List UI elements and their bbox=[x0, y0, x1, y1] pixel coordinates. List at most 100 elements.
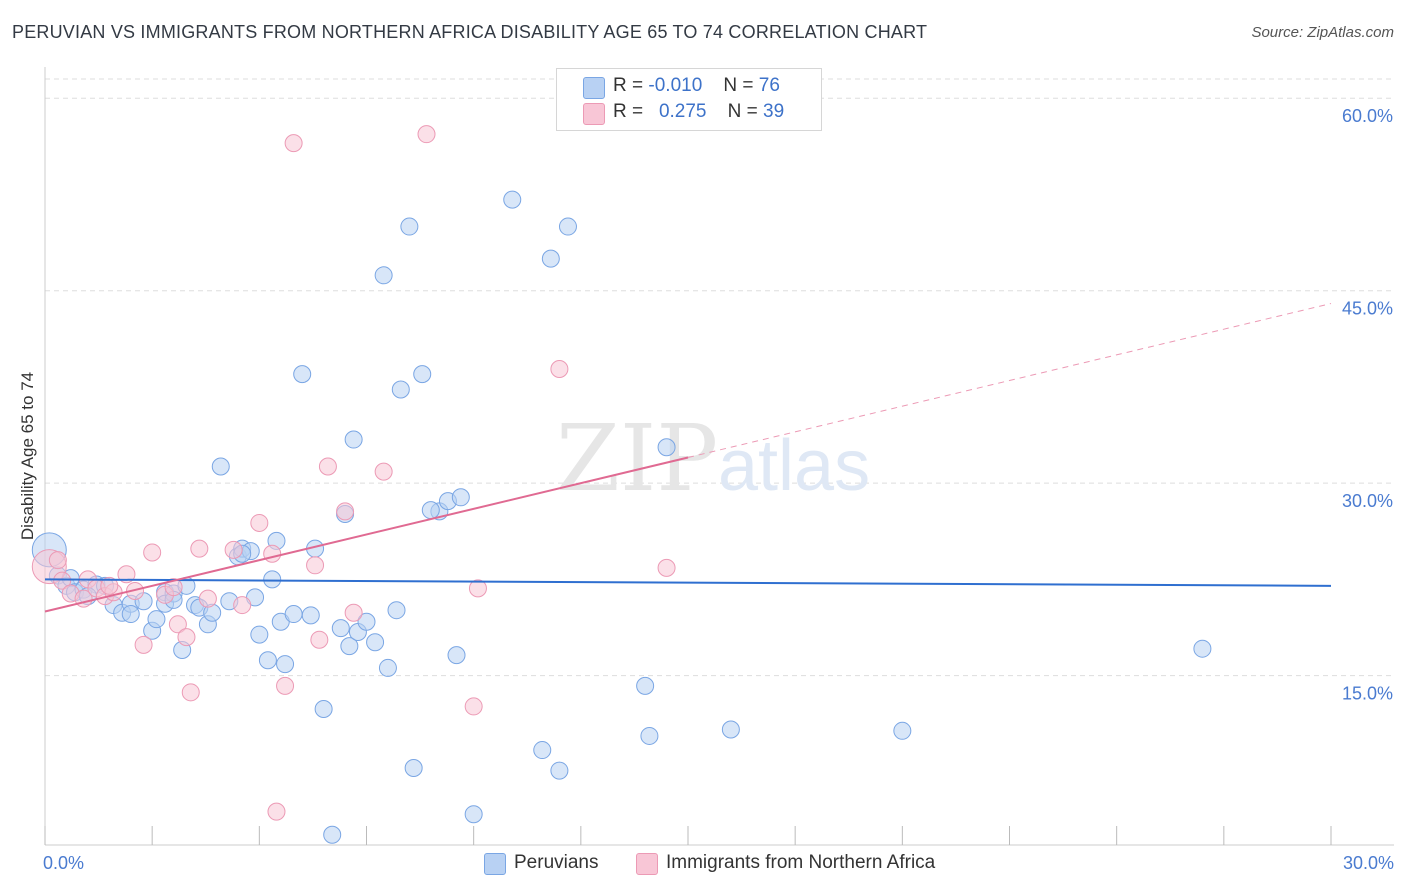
data-point bbox=[550, 761, 569, 780]
n-value: 76 bbox=[758, 75, 780, 96]
data-point bbox=[164, 578, 183, 597]
n-label: N = bbox=[727, 101, 758, 122]
correlation-legend: R = -0.010 N = 76 R = 0.275 N = 39 bbox=[556, 68, 822, 131]
data-point bbox=[331, 619, 350, 638]
series-legend: Peruvians Immigrants from Northern Afric… bbox=[0, 852, 1406, 876]
data-point bbox=[391, 380, 410, 399]
trend-line-peruvians bbox=[44, 578, 1332, 587]
legend-swatch-blue bbox=[583, 77, 605, 99]
trend-line-immigrants-dashed bbox=[687, 303, 1332, 458]
data-point bbox=[550, 359, 569, 378]
y-tick-label: 30.0% bbox=[1342, 491, 1393, 511]
data-point bbox=[421, 501, 440, 520]
legend-text: R = 0.275 N = 39 bbox=[613, 101, 784, 123]
data-point bbox=[143, 543, 162, 562]
data-point bbox=[250, 513, 269, 532]
trend-lines bbox=[44, 303, 1332, 613]
data-point bbox=[336, 502, 355, 521]
data-point bbox=[224, 540, 243, 559]
data-point bbox=[657, 558, 676, 577]
axes bbox=[44, 67, 1394, 846]
x-tick-label: 0.0% bbox=[43, 853, 84, 873]
watermark-atlas: atlas bbox=[718, 426, 870, 506]
legend-label: Peruvians bbox=[514, 852, 599, 873]
data-point bbox=[558, 217, 577, 236]
legend-text: R = -0.010 N = 76 bbox=[613, 75, 780, 97]
data-point bbox=[464, 805, 483, 824]
data-point bbox=[190, 539, 209, 558]
data-point bbox=[314, 699, 333, 718]
watermark-zip: ZIP bbox=[556, 405, 718, 512]
data-point bbox=[301, 606, 320, 625]
data-point bbox=[893, 721, 912, 740]
data-point bbox=[413, 365, 432, 384]
data-point bbox=[344, 430, 363, 449]
data-point bbox=[640, 726, 659, 745]
r-label: R = bbox=[613, 101, 644, 122]
data-point bbox=[263, 544, 282, 563]
data-point bbox=[48, 551, 67, 570]
data-point bbox=[181, 683, 200, 702]
n-label: N = bbox=[723, 75, 754, 96]
data-point bbox=[318, 457, 337, 476]
trend-line-immigrants-solid bbox=[44, 456, 689, 613]
n-value: 39 bbox=[763, 101, 785, 122]
series-immigrants-northern-africa bbox=[31, 125, 676, 821]
chart-title: PERUVIAN VS IMMIGRANTS FROM NORTHERN AFR… bbox=[12, 22, 928, 42]
y-tick-label: 60.0% bbox=[1342, 106, 1393, 126]
y-tick-label: 45.0% bbox=[1342, 299, 1393, 319]
data-point bbox=[284, 605, 303, 624]
data-point bbox=[198, 589, 217, 608]
data-point bbox=[657, 438, 676, 457]
legend-swatch-blue bbox=[484, 853, 506, 875]
data-point bbox=[344, 603, 363, 622]
data-point bbox=[721, 720, 740, 739]
data-point bbox=[387, 601, 406, 620]
data-point bbox=[636, 676, 655, 695]
watermark: ZIP atlas bbox=[556, 405, 870, 512]
data-point bbox=[306, 556, 325, 575]
data-point bbox=[147, 610, 166, 629]
r-label: R = bbox=[613, 75, 644, 96]
data-point bbox=[100, 576, 119, 595]
legend-label: Immigrants from Northern Africa bbox=[666, 852, 936, 873]
data-point bbox=[310, 630, 329, 649]
r-value: 0.275 bbox=[658, 101, 707, 122]
data-point bbox=[267, 802, 286, 821]
data-point bbox=[374, 462, 393, 481]
data-point bbox=[374, 266, 393, 285]
data-point bbox=[357, 612, 376, 631]
data-point bbox=[276, 676, 295, 695]
source-label: Source: ZipAtlas.com bbox=[1251, 24, 1394, 41]
y-axis-label: Disability Age 65 to 74 bbox=[18, 371, 37, 541]
x-tick-label: 30.0% bbox=[1343, 853, 1394, 873]
data-point bbox=[1193, 639, 1212, 658]
data-point bbox=[168, 615, 187, 634]
data-point bbox=[53, 571, 72, 590]
data-point bbox=[366, 633, 385, 652]
data-point bbox=[293, 365, 312, 384]
data-point bbox=[541, 249, 560, 268]
data-point bbox=[404, 759, 423, 778]
data-point bbox=[258, 651, 277, 670]
data-point bbox=[451, 488, 470, 507]
series-peruvians bbox=[31, 190, 1212, 844]
data-point bbox=[276, 655, 295, 674]
data-point bbox=[250, 625, 269, 644]
data-point bbox=[447, 646, 466, 665]
grid-lines bbox=[45, 78, 1394, 677]
data-point bbox=[464, 697, 483, 716]
data-point bbox=[211, 457, 230, 476]
data-point bbox=[177, 628, 196, 647]
y-tick-label: 15.0% bbox=[1342, 684, 1393, 704]
r-value: -0.010 bbox=[648, 75, 703, 96]
data-point bbox=[340, 637, 359, 656]
data-point bbox=[468, 579, 487, 598]
data-point bbox=[263, 570, 282, 589]
tick-labels: 15.0% 30.0% 45.0% 60.0% 0.0% 30.0% bbox=[43, 106, 1394, 873]
legend-swatch-pink bbox=[583, 103, 605, 125]
legend-swatch-pink bbox=[636, 853, 658, 875]
data-point bbox=[400, 217, 419, 236]
data-point bbox=[503, 190, 522, 209]
